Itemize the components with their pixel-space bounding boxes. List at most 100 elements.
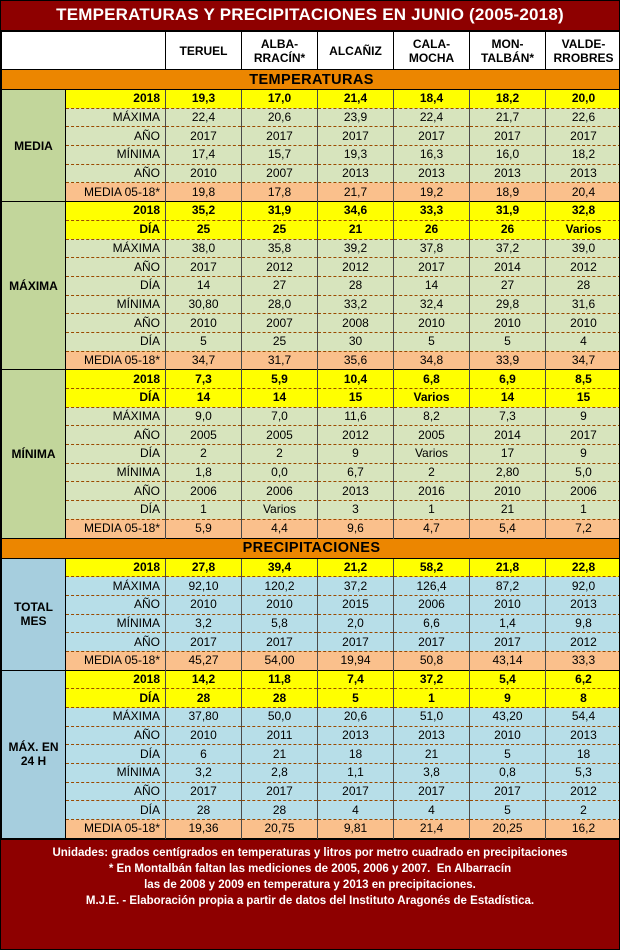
table-row: DÍA 14 27 28 14 27 28 xyxy=(2,275,619,296)
value-cell: 17,4 xyxy=(165,145,242,165)
row-label: MEDIA 05-18* xyxy=(65,819,166,839)
table-row: DÍA 1 Varios 3 1 21 1 xyxy=(2,500,619,520)
value-cell: 5 xyxy=(469,800,546,821)
table-row: AÑO 2017 2017 2017 2017 2017 2012 xyxy=(2,781,619,802)
value-cell: 120,2 xyxy=(241,576,318,596)
table-row: MÁXIMA 9,0 7,0 11,6 8,2 7,3 9 xyxy=(2,406,619,427)
value-cell: 3,2 xyxy=(165,763,242,783)
value-cell: 17,0 xyxy=(241,89,318,109)
section-header: PRECIPITACIONES xyxy=(1,537,619,559)
value-cell: 126,4 xyxy=(393,576,470,596)
table-row: MÍNIMA 1,8 0,0 6,7 2 2,80 5,0 xyxy=(2,462,619,483)
value-cell: 1 xyxy=(393,500,470,520)
value-cell: 7,3 xyxy=(165,369,242,389)
value-cell: 4,7 xyxy=(393,518,470,539)
table-row: AÑO 2010 2010 2015 2006 2010 2013 xyxy=(2,594,619,615)
value-cell: 2013 xyxy=(545,594,619,615)
value-cell: 9 xyxy=(317,444,394,464)
table-row: MÁXIMA 37,80 50,0 20,6 51,0 43,20 54,4 xyxy=(2,707,619,727)
table-row: MÁX. EN 24 H 2018 14,2 11,8 7,4 37,2 5,4 6,2 xyxy=(1,669,619,839)
value-cell: 9 xyxy=(469,688,546,708)
value-cell: Varios xyxy=(393,388,470,408)
value-cell: 2017 xyxy=(165,257,242,277)
value-cell: 28 xyxy=(545,275,619,296)
value-cell: 2006 xyxy=(393,594,470,615)
value-cell: 2017 xyxy=(241,632,318,652)
table-row: AÑO 2006 2006 2013 2016 2010 2006 xyxy=(2,481,619,502)
column-header: ALBA- RRACÍN* xyxy=(241,31,318,70)
value-cell: 2005 xyxy=(165,425,242,446)
table-row: DÍA 25 25 21 26 26 Varios xyxy=(2,219,619,240)
value-cell: 21 xyxy=(241,744,318,765)
row-label: AÑO xyxy=(65,425,166,446)
table-row: AÑO 2010 2007 2008 2010 2010 2010 xyxy=(2,313,619,333)
table-row: MEDIA 2018 19,3 17,0 21,4 18,4 18,2 20,0 xyxy=(1,88,619,203)
value-cell: 6 xyxy=(165,744,242,765)
value-cell: 5,9 xyxy=(165,518,242,539)
row-label: MÁXIMA xyxy=(65,707,166,727)
row-label: MÍNIMA xyxy=(65,145,166,165)
value-cell: 2011 xyxy=(241,725,318,746)
value-cell: 19,94 xyxy=(317,650,394,671)
value-cell: 2 xyxy=(545,800,619,821)
value-cell: 34,7 xyxy=(165,350,242,371)
value-cell: 2,0 xyxy=(317,613,394,634)
value-cell: 3,2 xyxy=(165,613,242,634)
value-cell: 2010 xyxy=(393,313,470,333)
value-cell: 5,0 xyxy=(545,462,619,483)
value-cell: 22,8 xyxy=(545,557,619,578)
table-row: TOTAL MES 2018 27,8 39,4 21,2 58,2 21,8 22,8 xyxy=(1,557,619,671)
value-cell: 19,3 xyxy=(317,145,394,165)
value-cell: 2015 xyxy=(317,594,394,615)
value-cell: 37,2 xyxy=(317,576,394,596)
footer-notes: Unidades: grados centígrados en temperat… xyxy=(1,838,619,949)
value-cell: 25 xyxy=(241,331,318,352)
value-cell: 33,2 xyxy=(317,294,394,315)
value-cell: 14 xyxy=(241,388,318,408)
value-cell: 20,6 xyxy=(241,107,318,128)
value-cell: 2013 xyxy=(317,725,394,746)
value-cell: 2012 xyxy=(545,781,619,802)
table-row: DÍA 14 14 15 Varios 14 15 xyxy=(2,388,619,408)
value-cell: 2013 xyxy=(545,725,619,746)
value-cell: 2007 xyxy=(241,163,318,184)
value-cell: 2017 xyxy=(393,126,470,147)
value-cell: 7,4 xyxy=(317,669,394,690)
value-cell: 4 xyxy=(317,800,394,821)
value-cell: 31,9 xyxy=(241,201,318,221)
value-cell: 2007 xyxy=(241,313,318,333)
value-cell: 1,8 xyxy=(165,462,242,483)
row-label: DÍA xyxy=(65,444,166,464)
table-row: MÁXIMA 22,4 20,6 23,9 22,4 21,7 22,6 xyxy=(2,107,619,128)
value-cell: 9,0 xyxy=(165,406,242,427)
value-cell: 21,7 xyxy=(317,182,394,203)
value-cell: 2016 xyxy=(393,481,470,502)
value-cell: 39,2 xyxy=(317,238,394,259)
value-cell: 1 xyxy=(545,500,619,520)
value-cell: 14,2 xyxy=(165,669,242,690)
value-cell: 87,2 xyxy=(469,576,546,596)
value-cell: 20,4 xyxy=(545,182,619,203)
table-row: MÁXIMA 2018 35,2 31,9 34,6 33,3 31,9 32,8 xyxy=(1,201,619,371)
value-cell: 19,8 xyxy=(165,182,242,203)
value-cell: 2012 xyxy=(545,257,619,277)
value-cell: 54,4 xyxy=(545,707,619,727)
value-cell: Varios xyxy=(241,500,318,520)
table-row: MEDIA 05-18* 5,9 4,4 9,6 4,7 5,4 7,2 xyxy=(2,518,619,539)
value-cell: 2010 xyxy=(165,313,242,333)
value-cell: 16,0 xyxy=(469,145,546,165)
value-cell: 54,00 xyxy=(241,650,318,671)
group-label: MÁX. EN 24 H xyxy=(1,669,66,839)
row-label: AÑO xyxy=(65,725,166,746)
value-cell: 6,2 xyxy=(545,669,619,690)
value-cell: 2006 xyxy=(545,481,619,502)
value-cell: 5,8 xyxy=(241,613,318,634)
value-cell: 39,0 xyxy=(545,238,619,259)
value-cell: 2012 xyxy=(317,425,394,446)
footer-attribution: M.J.E. - Elaboración propia a partir de … xyxy=(85,894,535,907)
table-row: MÁXIMA 92,10 120,2 37,2 126,4 87,2 92,0 xyxy=(2,576,619,596)
row-label: MÁXIMA xyxy=(65,107,166,128)
table-row: MÍNIMA 3,2 5,8 2,0 6,6 1,4 9,8 xyxy=(2,613,619,634)
value-cell: 28 xyxy=(241,800,318,821)
value-cell: 33,9 xyxy=(469,350,546,371)
